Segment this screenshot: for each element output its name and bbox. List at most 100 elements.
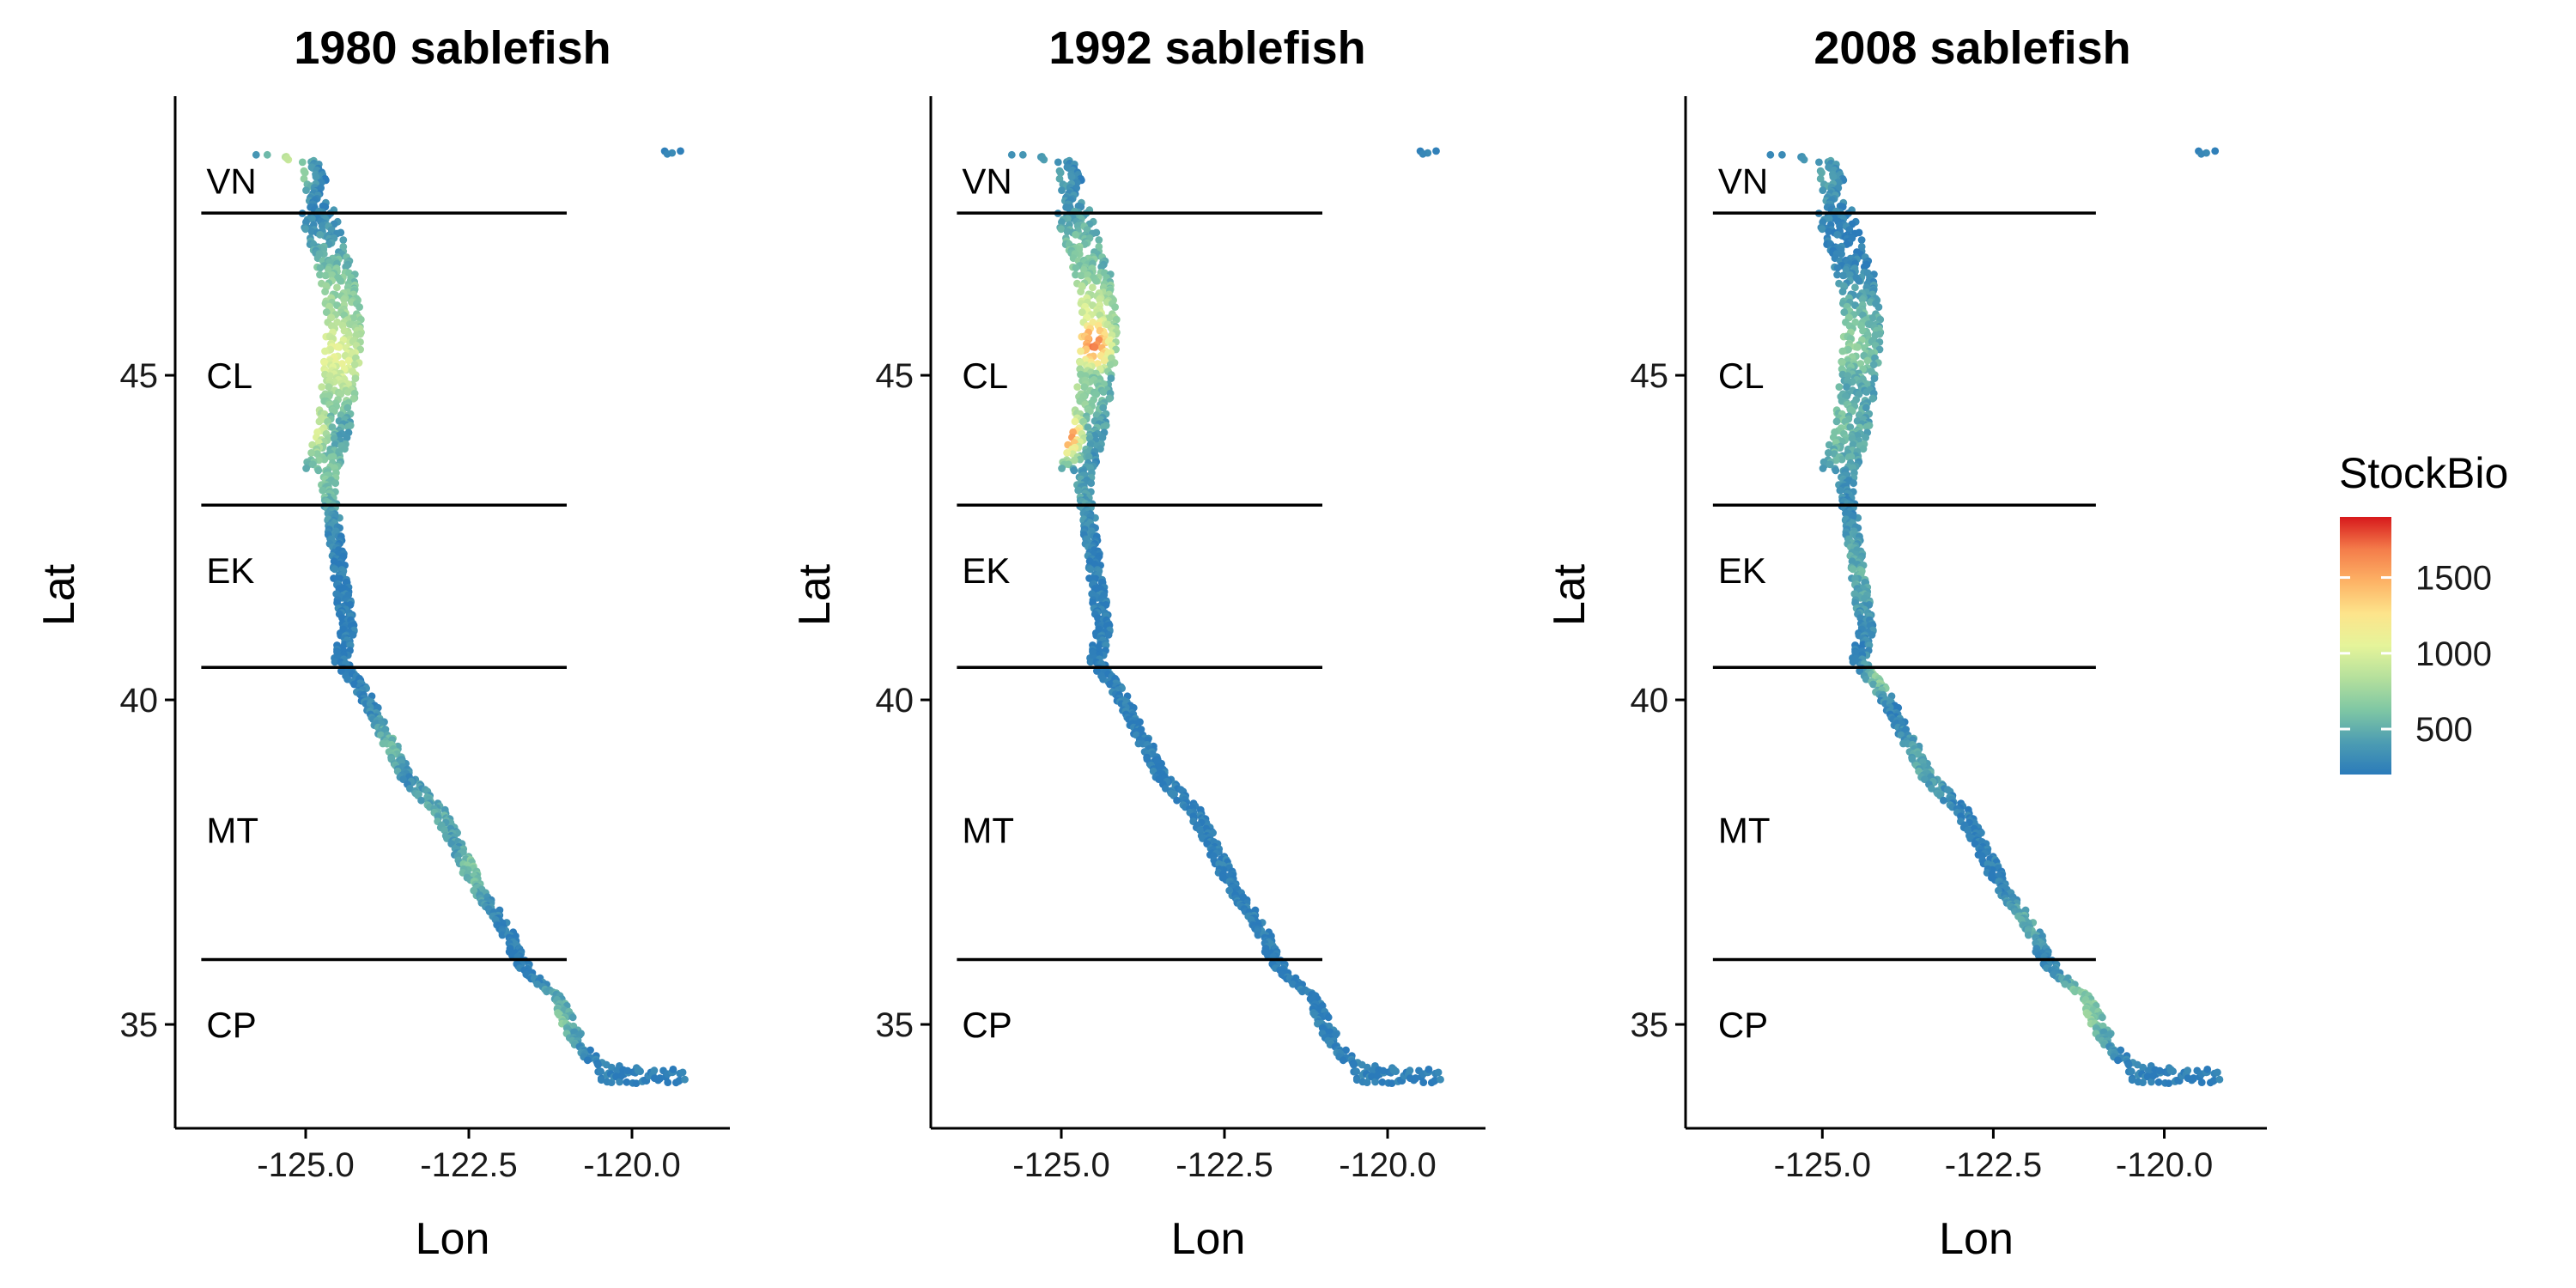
station-point xyxy=(2197,149,2206,158)
station-point xyxy=(1084,453,1093,461)
station-point xyxy=(2148,1078,2155,1086)
station-point xyxy=(1839,271,1847,280)
station-point xyxy=(1070,466,1078,475)
y-axis-title: Lat xyxy=(1545,563,1595,626)
station-point xyxy=(1851,318,1860,326)
facet-panel-2008: 2008 sablefish VN CL EK MT CP 35 40 45 -125.0 -1… xyxy=(1545,22,2267,1264)
x-tick-label: -125.0 xyxy=(1012,1146,1109,1184)
station-point xyxy=(1855,228,1863,237)
station-point xyxy=(1063,449,1071,457)
station-point xyxy=(343,434,351,442)
station-point xyxy=(1921,775,1929,783)
region-label-mt: MT xyxy=(1718,810,1771,850)
station-point xyxy=(1076,359,1084,367)
station-point xyxy=(681,1075,689,1084)
station-point xyxy=(335,343,343,351)
station-point xyxy=(2214,1068,2221,1077)
station-point xyxy=(1378,1078,1387,1086)
station-point xyxy=(1058,186,1066,195)
station-point xyxy=(2144,1066,2153,1075)
region-label-cl: CL xyxy=(962,355,1008,396)
station-point xyxy=(1084,270,1092,279)
station-point xyxy=(1072,264,1080,272)
station-point xyxy=(498,931,507,939)
region-label-mt: MT xyxy=(206,810,258,850)
station-point xyxy=(252,150,260,159)
station-point xyxy=(1278,970,1286,979)
station-point xyxy=(2155,1066,2164,1075)
station-point xyxy=(1859,445,1868,453)
station-point xyxy=(333,283,341,292)
station-point xyxy=(2050,970,2057,979)
station-point xyxy=(1076,455,1084,464)
station-point xyxy=(2114,1056,2122,1065)
station-point xyxy=(321,347,329,355)
region-label-cp: CP xyxy=(962,1005,1012,1045)
station-point xyxy=(1096,295,1103,304)
station-point xyxy=(338,614,346,622)
station-point xyxy=(1858,295,1867,304)
region-label-vn: VN xyxy=(1718,161,1768,201)
x-tick-label: -120.0 xyxy=(583,1146,680,1184)
station-point xyxy=(522,970,531,979)
station-point xyxy=(320,455,329,464)
station-point xyxy=(1819,465,1827,472)
station-point xyxy=(1077,347,1084,355)
station-point xyxy=(318,383,326,391)
x-axis-title: Lon xyxy=(1171,1214,1246,1264)
station-point xyxy=(331,658,339,666)
station-point xyxy=(1087,479,1096,488)
station-point xyxy=(1419,1078,1428,1086)
station-point xyxy=(1425,1066,1433,1073)
station-point xyxy=(1089,318,1097,326)
station-point xyxy=(1173,796,1181,805)
station-point xyxy=(1106,361,1115,369)
axes-layer: 35 40 45 -125.0 -122.5 -120.0 Lon Lat xyxy=(34,96,730,1264)
station-point xyxy=(1092,276,1101,285)
station-point xyxy=(301,225,310,234)
station-point xyxy=(1097,263,1106,271)
station-point xyxy=(349,631,357,639)
station-point xyxy=(1857,236,1866,244)
station-point xyxy=(1080,383,1089,391)
station-point xyxy=(302,186,310,195)
station-point xyxy=(312,173,320,181)
station-point xyxy=(1838,455,1846,464)
axes-layer: 35 40 45 -125.0 -122.5 -120.0 Lon Lat xyxy=(1545,96,2267,1264)
y-tick-label: 45 xyxy=(120,357,159,395)
station-point xyxy=(1846,423,1855,431)
station-point xyxy=(349,394,358,403)
station-point xyxy=(1829,173,1838,181)
station-point xyxy=(1339,1056,1347,1065)
station-point xyxy=(1870,374,1879,382)
station-point xyxy=(613,1066,622,1075)
station-point xyxy=(301,168,309,177)
station-point xyxy=(1078,308,1086,316)
station-point xyxy=(319,486,327,495)
station-point xyxy=(650,1066,659,1075)
station-point xyxy=(399,775,407,783)
station-point xyxy=(1825,228,1833,236)
y-tick-label: 35 xyxy=(876,1006,914,1044)
station-point xyxy=(316,230,324,239)
station-point xyxy=(1388,1079,1396,1087)
x-tick-label: -122.5 xyxy=(1176,1146,1273,1184)
station-point xyxy=(1818,225,1826,234)
station-point xyxy=(664,1078,672,1086)
panel-title: 1980 sablefish xyxy=(294,22,611,74)
x-tick-label: -125.0 xyxy=(1774,1146,1871,1184)
station-point xyxy=(343,388,352,396)
x-tick-label: -120.0 xyxy=(2116,1146,2213,1184)
station-point xyxy=(283,155,291,162)
station-point xyxy=(1853,343,1862,351)
station-point xyxy=(1105,314,1113,322)
station-point xyxy=(1092,228,1101,237)
station-point xyxy=(1766,150,1775,159)
station-point xyxy=(1838,288,1847,295)
station-point xyxy=(1084,423,1092,431)
region-label-mt: MT xyxy=(962,810,1014,850)
station-point xyxy=(1839,282,1848,290)
station-point xyxy=(1077,288,1084,295)
station-point xyxy=(1868,631,1876,639)
station-point xyxy=(1072,270,1079,279)
